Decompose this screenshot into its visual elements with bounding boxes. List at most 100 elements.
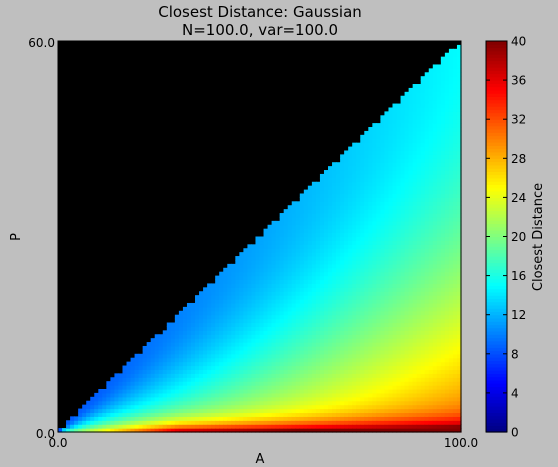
heatmap-cell [231, 416, 236, 421]
heatmap-cell [219, 428, 224, 433]
heatmap-cell [315, 244, 321, 249]
heatmap-cell [444, 322, 450, 328]
heatmap-cell [380, 392, 386, 398]
heatmap-cell [352, 302, 357, 308]
heatmap-cell [199, 326, 204, 331]
heatmap-cell [388, 263, 394, 269]
heatmap-cell [360, 396, 365, 402]
heatmap-cell [138, 428, 144, 433]
heatmap-cell [452, 95, 458, 101]
heatmap-cell [356, 404, 361, 410]
heatmap-cell [263, 271, 269, 277]
heatmap-cell [263, 279, 269, 285]
heatmap-cell [311, 279, 317, 285]
heatmap-cell [420, 275, 426, 281]
heatmap-cell [130, 369, 136, 374]
heatmap-cell [432, 404, 438, 410]
heatmap-cell [255, 291, 261, 296]
heatmap-cell [283, 299, 289, 304]
heatmap-cell [303, 392, 309, 398]
heatmap-cell [303, 353, 309, 359]
heatmap-cell [348, 248, 353, 253]
heatmap-cell [287, 299, 293, 304]
heatmap-cell [332, 236, 337, 242]
heatmap-cell [328, 322, 333, 328]
heatmap-cell [388, 396, 394, 402]
heatmap-cell [364, 420, 369, 425]
heatmap-cell [356, 197, 361, 202]
heatmap-cell [259, 392, 265, 398]
heatmap-cell [344, 166, 349, 171]
heatmap-cell [219, 345, 224, 351]
heatmap-cell [328, 381, 333, 386]
heatmap-cell [336, 381, 341, 386]
heatmap-cell [352, 385, 357, 390]
heatmap-cell [452, 385, 458, 390]
heatmap-cell [432, 166, 438, 171]
heatmap-cell [368, 177, 373, 183]
heatmap-cell [267, 420, 273, 425]
heatmap-cell [62, 428, 67, 433]
heatmap-cell [344, 205, 349, 210]
heatmap-cell [307, 295, 313, 300]
heatmap-cell [412, 236, 418, 242]
heatmap-cell [259, 428, 265, 433]
heatmap-cell [235, 385, 240, 390]
heatmap-cell [207, 306, 212, 312]
heatmap-cell [199, 412, 204, 417]
heatmap-cell [404, 342, 410, 347]
heatmap-cell [412, 256, 418, 261]
heatmap-cell [142, 404, 148, 410]
heatmap-cell [384, 115, 390, 120]
heatmap-cell [247, 381, 253, 386]
heatmap-cell [360, 138, 365, 144]
heatmap-cell [231, 365, 236, 371]
heatmap-cell [348, 197, 353, 202]
heatmap-cell [255, 349, 261, 355]
heatmap-cell [360, 158, 365, 163]
heatmap-cell [352, 330, 357, 335]
heatmap-cell [263, 248, 269, 253]
heatmap-cell [404, 275, 410, 281]
heatmap-cell [392, 428, 398, 433]
heatmap-cell [271, 224, 277, 230]
heatmap-cell [215, 349, 220, 355]
heatmap-cell [384, 166, 390, 171]
heatmap-cell [295, 369, 301, 374]
heatmap-cell [356, 342, 361, 347]
heatmap-cell [311, 381, 317, 386]
heatmap-cell [227, 330, 232, 335]
heatmap-cell [332, 232, 337, 238]
heatmap-cell [311, 338, 317, 343]
heatmap-cell [348, 373, 353, 378]
heatmap-cell [432, 228, 438, 234]
heatmap-cell [380, 177, 386, 183]
heatmap-cell [396, 256, 402, 261]
heatmap-cell [440, 416, 446, 421]
heatmap-cell [436, 416, 442, 421]
heatmap-cell [448, 134, 454, 140]
heatmap-cell [223, 314, 228, 320]
heatmap-cell [219, 299, 224, 304]
heatmap-cell [82, 408, 87, 414]
heatmap-cell [307, 388, 313, 394]
heatmap-cell [348, 170, 353, 175]
heatmap-cell [432, 392, 438, 398]
heatmap-cell [223, 302, 228, 308]
heatmap-cell [428, 388, 434, 394]
heatmap-cell [263, 408, 269, 414]
heatmap-cell [388, 408, 394, 414]
heatmap-cell [412, 252, 418, 257]
heatmap-cell [271, 392, 277, 398]
heatmap-cell [396, 338, 402, 343]
heatmap-cell [332, 166, 337, 171]
heatmap-cell [356, 388, 361, 394]
heatmap-cell [444, 95, 450, 101]
heatmap-cell [271, 267, 277, 273]
heatmap-cell [219, 338, 224, 343]
heatmap-cell [303, 197, 309, 202]
heatmap-cell [412, 365, 418, 371]
heatmap-cell [388, 322, 394, 328]
heatmap-cell [142, 388, 148, 394]
heatmap-cell [227, 408, 232, 414]
